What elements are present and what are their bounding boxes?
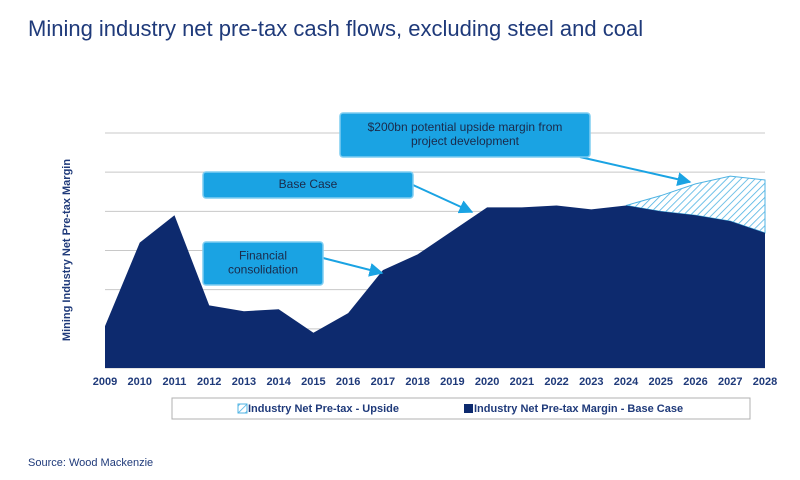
callout-text: Financial xyxy=(239,249,287,263)
x-tick-label: 2009 xyxy=(93,376,117,388)
legend-label: Industry Net Pre-tax Margin - Base Case xyxy=(474,403,683,415)
callout-arrow xyxy=(579,156,692,187)
callout-arrow xyxy=(412,184,474,214)
x-tick-label: 2022 xyxy=(544,376,568,388)
chart-title: Mining industry net pre-tax cash flows, … xyxy=(28,16,643,41)
callout-box xyxy=(339,112,591,158)
x-tick-label: 2024 xyxy=(614,376,639,388)
callout-text: project development xyxy=(411,134,520,148)
x-tick-label: 2017 xyxy=(371,376,395,388)
legend-box xyxy=(171,397,751,420)
x-tick-label: 2013 xyxy=(232,376,256,388)
x-tick-label: 2011 xyxy=(163,376,187,388)
x-tick-label: 2019 xyxy=(440,376,464,388)
legend-swatch xyxy=(464,404,473,413)
callout-text: consolidation xyxy=(228,263,298,277)
callout-arrow xyxy=(322,257,384,277)
x-tick-label: 2021 xyxy=(510,376,534,388)
base-area xyxy=(105,205,765,368)
x-tick-label: 2015 xyxy=(301,376,325,388)
x-tick-label: 2018 xyxy=(405,376,429,388)
upside-area xyxy=(625,175,766,234)
x-tick-label: 2025 xyxy=(649,376,673,388)
x-tick-label: 2014 xyxy=(266,376,291,388)
callout-box xyxy=(202,241,324,286)
source: Source: Wood Mackenzie xyxy=(28,457,153,469)
legend-swatch xyxy=(237,403,248,414)
x-tick-label: 2010 xyxy=(127,376,151,388)
legend-label: Industry Net Pre-tax - Upside xyxy=(248,403,399,415)
x-tick-label: 2016 xyxy=(336,376,360,388)
callout-box xyxy=(202,171,414,199)
y-axis-label: Mining Industry Net Pre-tax Margin xyxy=(61,159,73,341)
x-tick-label: 2028 xyxy=(753,376,777,388)
x-tick-label: 2027 xyxy=(718,376,742,388)
callout-text: $200bn potential upside margin from xyxy=(368,120,563,134)
x-tick-label: 2020 xyxy=(475,376,499,388)
x-tick-label: 2026 xyxy=(683,376,707,388)
x-tick-label: 2023 xyxy=(579,376,603,388)
callout-text: Base Case xyxy=(279,177,338,191)
x-tick-label: 2012 xyxy=(197,376,221,388)
